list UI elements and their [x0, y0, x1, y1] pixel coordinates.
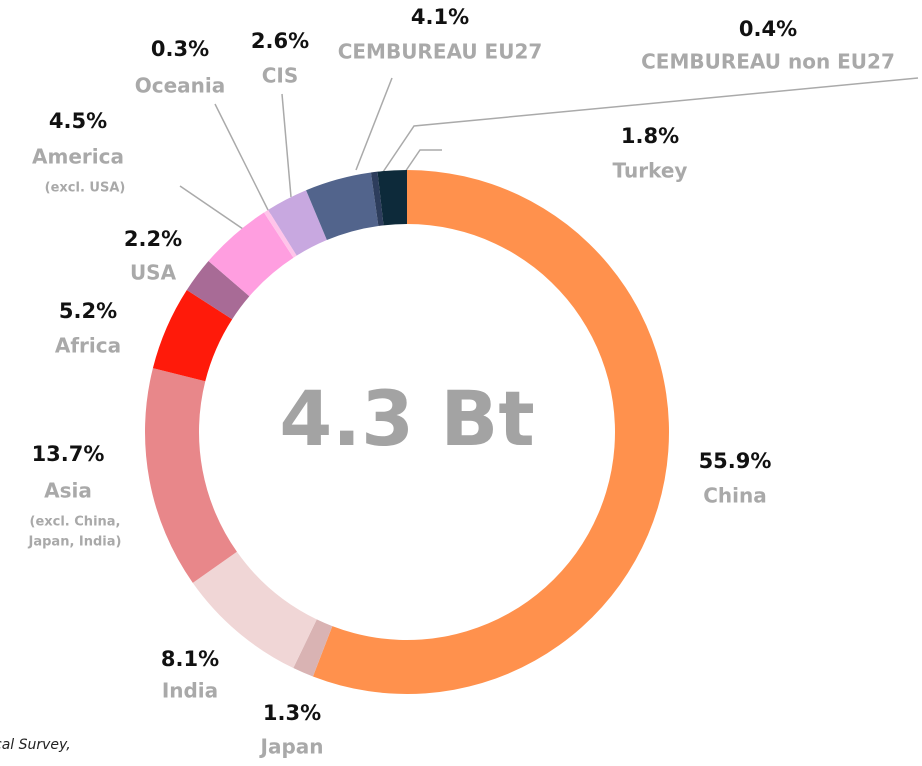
- donut-segment: [208, 212, 294, 297]
- category-label: India: [162, 679, 218, 703]
- value-label: 55.9%: [699, 449, 772, 473]
- donut-segment: [192, 551, 317, 669]
- category-label: Oceania: [135, 74, 226, 98]
- category-sublabel: Japan, India): [28, 535, 122, 550]
- donut-segment: [312, 170, 669, 695]
- value-label: 4.5%: [49, 109, 107, 133]
- category-label: China: [703, 484, 767, 508]
- donut-segment: [293, 619, 333, 677]
- value-label: 1.3%: [263, 701, 321, 725]
- category-label: Asia: [44, 479, 92, 503]
- value-label: 4.1%: [411, 5, 469, 29]
- value-label: 2.2%: [124, 227, 182, 251]
- donut-segment: [152, 290, 233, 382]
- value-label: 2.6%: [251, 29, 309, 53]
- category-label: USA: [130, 261, 177, 285]
- category-label: Africa: [55, 334, 121, 358]
- donut-segment: [377, 170, 407, 226]
- category-sublabel: (excl. USA): [45, 181, 126, 196]
- category-label: CIS: [262, 64, 299, 88]
- value-label: 0.3%: [151, 37, 209, 61]
- donut-segment: [370, 171, 384, 226]
- category-label: Japan: [259, 735, 324, 759]
- value-label: 13.7%: [32, 442, 105, 466]
- donut-segment: [145, 368, 237, 583]
- donut-segment: [186, 261, 250, 320]
- donut-segment: [306, 172, 379, 241]
- value-label: 8.1%: [161, 647, 219, 671]
- leader-line: [404, 149, 442, 173]
- donut-segment: [268, 190, 327, 256]
- leader-line: [355, 77, 393, 171]
- category-label: America: [32, 145, 124, 169]
- source: cal Survey,: [0, 737, 71, 753]
- leader-line: [382, 77, 919, 173]
- category-label: CEMBUREAU non EU27: [641, 50, 895, 74]
- leader-line: [281, 93, 292, 198]
- donut-segment: [263, 209, 297, 258]
- value-label: 0.4%: [739, 17, 797, 41]
- leader-line: [214, 103, 271, 215]
- value-label: 5.2%: [59, 299, 117, 323]
- center-label: 4.3 Bt: [279, 374, 534, 463]
- category-label: CEMBUREAU EU27: [338, 40, 543, 64]
- value-label: 1.8%: [621, 124, 679, 148]
- category-sublabel: (excl. China,: [30, 515, 121, 530]
- category-label: Turkey: [613, 159, 688, 183]
